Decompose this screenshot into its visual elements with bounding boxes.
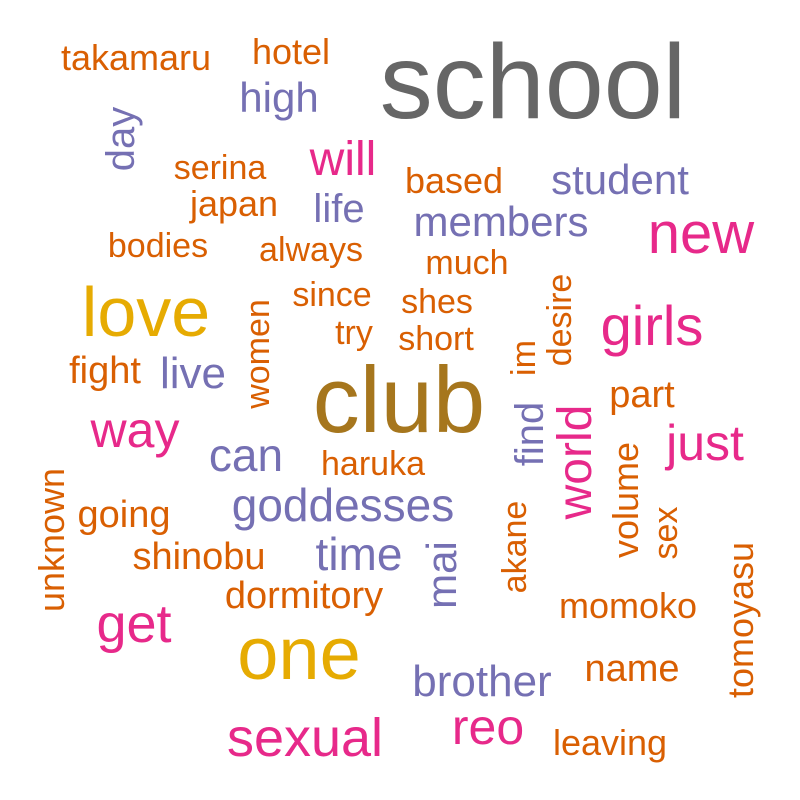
word-day: day <box>99 106 143 172</box>
word-girls: girls <box>600 294 704 357</box>
word-momoko: momoko <box>558 585 698 626</box>
word-life: life <box>313 187 365 231</box>
word-can: can <box>208 429 284 481</box>
word-way: way <box>90 402 180 458</box>
word-find: find <box>508 401 552 467</box>
word-im: im <box>505 340 543 376</box>
word-desire: desire <box>541 273 579 367</box>
word-short: short <box>398 320 474 358</box>
word-brother: brother <box>412 657 552 706</box>
word-one: one <box>237 612 361 695</box>
word-sexual: sexual <box>226 708 384 768</box>
word-name: name <box>584 648 680 690</box>
word-sex: sex <box>647 506 685 560</box>
word-japan: japan <box>189 183 279 224</box>
word-shinobu: shinobu <box>132 536 266 578</box>
word-always: always <box>259 231 363 269</box>
word-mai: mai <box>418 541 465 609</box>
word-women: women <box>239 299 277 409</box>
word-akane: akane <box>496 500 534 594</box>
word-serina: serina <box>173 149 267 187</box>
word-tomoyasu: tomoyasu <box>720 541 761 699</box>
word-volume: volume <box>605 441 646 559</box>
word-much: much <box>425 244 509 282</box>
word-leaving: leaving <box>552 722 668 763</box>
word-live: live <box>159 349 227 398</box>
word-hotel: hotel <box>251 31 331 72</box>
word-going: going <box>77 494 171 536</box>
word-school: school <box>379 23 687 141</box>
word-get: get <box>96 594 172 654</box>
word-time: time <box>315 528 403 580</box>
word-reo: reo <box>451 699 525 755</box>
word-takamaru: takamaru <box>60 37 212 78</box>
word-will: will <box>309 133 377 186</box>
word-since: since <box>292 276 372 314</box>
word-unknown: unknown <box>31 467 72 613</box>
word-members: members <box>413 198 589 245</box>
word-based: based <box>404 160 504 201</box>
word-goddesses: goddesses <box>231 479 455 531</box>
word-fight: fight <box>69 350 141 392</box>
word-world: world <box>549 404 602 520</box>
word-new: new <box>647 201 755 266</box>
word-dormitory: dormitory <box>224 575 384 617</box>
word-bodies: bodies <box>107 227 209 265</box>
word-just: just <box>666 415 744 471</box>
word-love: love <box>81 273 211 351</box>
word-high: high <box>239 74 319 121</box>
word-try: try <box>335 314 373 352</box>
word-shes: shes <box>401 283 473 321</box>
word-club: club <box>312 347 486 452</box>
word-student: student <box>551 156 689 203</box>
word-haruka: haruka <box>321 445 425 483</box>
word-part: part <box>609 374 675 416</box>
